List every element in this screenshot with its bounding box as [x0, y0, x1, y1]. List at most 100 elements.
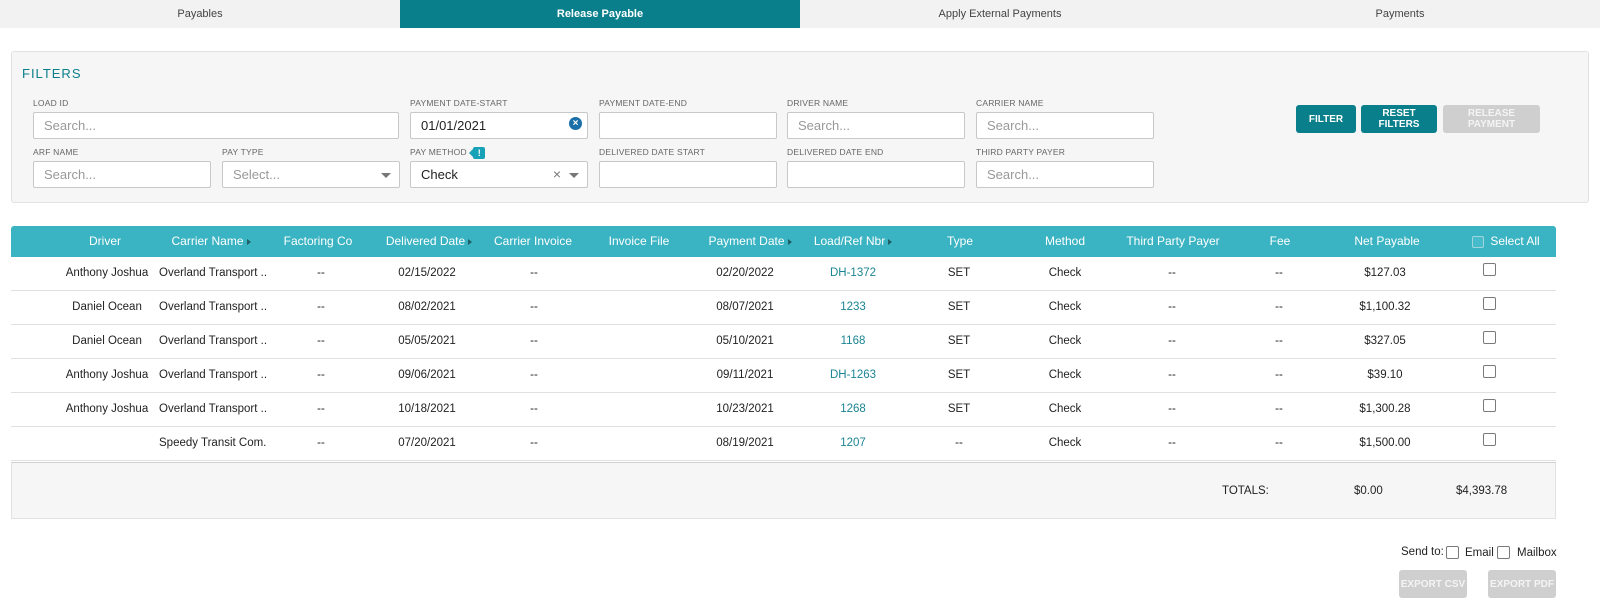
net-total: $4,393.78	[1456, 485, 1508, 497]
row-select	[1479, 325, 1499, 359]
sort-icon	[468, 238, 473, 245]
cell-delivered: 08/02/2021	[398, 301, 456, 313]
export-pdf-button[interactable]: EXPORT PDF	[1488, 570, 1556, 598]
tab-payables[interactable]: Payables	[177, 8, 223, 20]
cell-driver: Daniel Ocean	[72, 335, 142, 347]
row-select	[1479, 359, 1499, 393]
pay-method-label-row: PAY METHOD !	[410, 146, 588, 159]
third-party-payer-field: THIRD PARTY PAYER	[976, 146, 1154, 188]
clear-date-icon[interactable]: ×	[569, 117, 582, 130]
totals-row: TOTALS: $0.00 $4,393.78	[11, 462, 1556, 519]
table-row: Speedy Transit Com... -- 07/20/2021 -- 0…	[11, 427, 1556, 461]
third-party-payer-input[interactable]	[976, 161, 1154, 188]
col-delivered-date[interactable]: Delivered Date	[374, 226, 484, 257]
cell-carrier: Overland Transport ...	[159, 369, 267, 381]
filters-panel: FILTERS LOAD ID PAYMENT DATE-START × PAY…	[11, 51, 1589, 203]
delivered-date-start-label: DELIVERED DATE START	[599, 147, 706, 157]
col-carrier-name[interactable]: Carrier Name	[156, 226, 266, 257]
row-select	[1479, 291, 1499, 325]
cell-third-party: --	[1168, 437, 1176, 449]
col-type: Type	[946, 234, 973, 248]
filter-button[interactable]: FILTER	[1296, 105, 1356, 133]
table-row: Daniel Ocean Overland Transport ... -- 0…	[11, 325, 1556, 359]
table-row: Anthony Joshua Overland Transport ... --…	[11, 393, 1556, 427]
cell-fee: --	[1275, 301, 1283, 313]
cell-invoice: --	[530, 301, 538, 313]
col-load-ref-nbr[interactable]: Load/Ref Nbr	[798, 226, 908, 257]
tab-release-payable[interactable]: Release Payable	[400, 0, 800, 28]
select-all[interactable]: Select All	[1456, 226, 1556, 257]
select-all-checkbox[interactable]	[1472, 235, 1485, 248]
cell-invoice: --	[530, 369, 538, 381]
cell-delivered: 05/05/2021	[398, 335, 456, 347]
pay-method-value: Check	[421, 167, 458, 182]
row-checkbox[interactable]	[1482, 365, 1496, 379]
export-csv-button[interactable]: EXPORT CSV	[1399, 570, 1467, 598]
load-id-input[interactable]	[33, 112, 399, 139]
col-payment-date[interactable]: Payment Date	[695, 226, 805, 257]
cell-load-link[interactable]: 1268	[840, 403, 866, 415]
cell-third-party: --	[1168, 369, 1176, 381]
row-select	[1479, 393, 1499, 427]
payment-date-start-input[interactable]	[410, 112, 588, 139]
third-party-payer-label: THIRD PARTY PAYER	[976, 147, 1066, 157]
cell-factoring: --	[317, 369, 325, 381]
driver-name-label: DRIVER NAME	[787, 98, 849, 108]
cell-third-party: --	[1168, 301, 1176, 313]
pay-type-field: PAY TYPE Select...	[222, 146, 400, 188]
pay-method-select[interactable]: Check ×	[410, 161, 588, 188]
carrier-name-label: CARRIER NAME	[976, 98, 1044, 108]
mailbox-checkbox[interactable]	[1497, 546, 1510, 559]
cell-file	[600, 325, 680, 359]
col-load-ref-nbr-label: Load/Ref Nbr	[813, 234, 886, 248]
fee-total: $0.00	[1354, 485, 1383, 497]
driver-name-input[interactable]	[787, 112, 965, 139]
table-header: Driver Carrier Name Factoring Co Deliver…	[11, 226, 1556, 257]
cell-load-link[interactable]: 1233	[840, 301, 866, 313]
col-driver[interactable]: Driver	[89, 234, 121, 248]
row-checkbox[interactable]	[1482, 433, 1496, 447]
delivered-date-end-input[interactable]	[787, 161, 965, 188]
cell-third-party: --	[1168, 335, 1176, 347]
send-to-label: Send to:	[1401, 546, 1444, 558]
col-payment-date-label: Payment Date	[708, 234, 785, 248]
cell-carrier: Overland Transport ...	[159, 335, 267, 347]
tab-payments[interactable]: Payments	[1375, 8, 1425, 20]
col-fee: Fee	[1269, 234, 1291, 248]
payment-date-end-input[interactable]	[599, 112, 777, 139]
cell-carrier: Speedy Transit Com...	[159, 437, 267, 449]
release-payment-button[interactable]: RELEASE PAYMENT	[1443, 105, 1540, 133]
cell-delivered: 10/18/2021	[398, 403, 456, 415]
cell-payment: 05/10/2021	[716, 335, 774, 347]
reset-filters-button[interactable]: RESET FILTERS	[1361, 105, 1437, 133]
pay-type-select[interactable]: Select...	[222, 161, 400, 188]
tab-apply-external-payments[interactable]: Apply External Payments	[938, 8, 1062, 20]
row-checkbox[interactable]	[1482, 331, 1496, 345]
cell-method: Check	[1048, 437, 1082, 449]
row-checkbox[interactable]	[1482, 297, 1496, 311]
col-net-payable: Net Payable	[1354, 234, 1420, 248]
cell-fee: --	[1275, 403, 1283, 415]
arf-name-input[interactable]	[33, 161, 211, 188]
carrier-name-input[interactable]	[976, 112, 1154, 139]
cell-type: SET	[947, 301, 971, 313]
cell-load-link[interactable]: DH-1372	[829, 267, 877, 279]
payment-date-start-field: PAYMENT DATE-START ×	[410, 97, 588, 139]
tab-bar: Payables Release Payable Apply External …	[0, 0, 1600, 28]
col-carrier-name-label: Carrier Name	[171, 234, 244, 248]
delivered-date-start-input[interactable]	[599, 161, 777, 188]
row-checkbox[interactable]	[1482, 263, 1496, 277]
cell-driver: Daniel Ocean	[72, 301, 142, 313]
mailbox-label: Mailbox	[1517, 547, 1557, 559]
cell-load-link[interactable]: 1168	[840, 335, 866, 347]
row-checkbox[interactable]	[1482, 399, 1496, 413]
email-checkbox[interactable]	[1446, 546, 1459, 559]
info-icon[interactable]: !	[469, 146, 486, 159]
pay-type-placeholder: Select...	[233, 167, 280, 182]
cell-load-link[interactable]: DH-1263	[829, 369, 877, 381]
cell-method: Check	[1048, 369, 1082, 381]
clear-icon[interactable]: ×	[552, 166, 561, 182]
cell-factoring: --	[317, 403, 325, 415]
cell-net: $39.10	[1367, 369, 1403, 381]
cell-load-link[interactable]: 1207	[840, 437, 866, 449]
